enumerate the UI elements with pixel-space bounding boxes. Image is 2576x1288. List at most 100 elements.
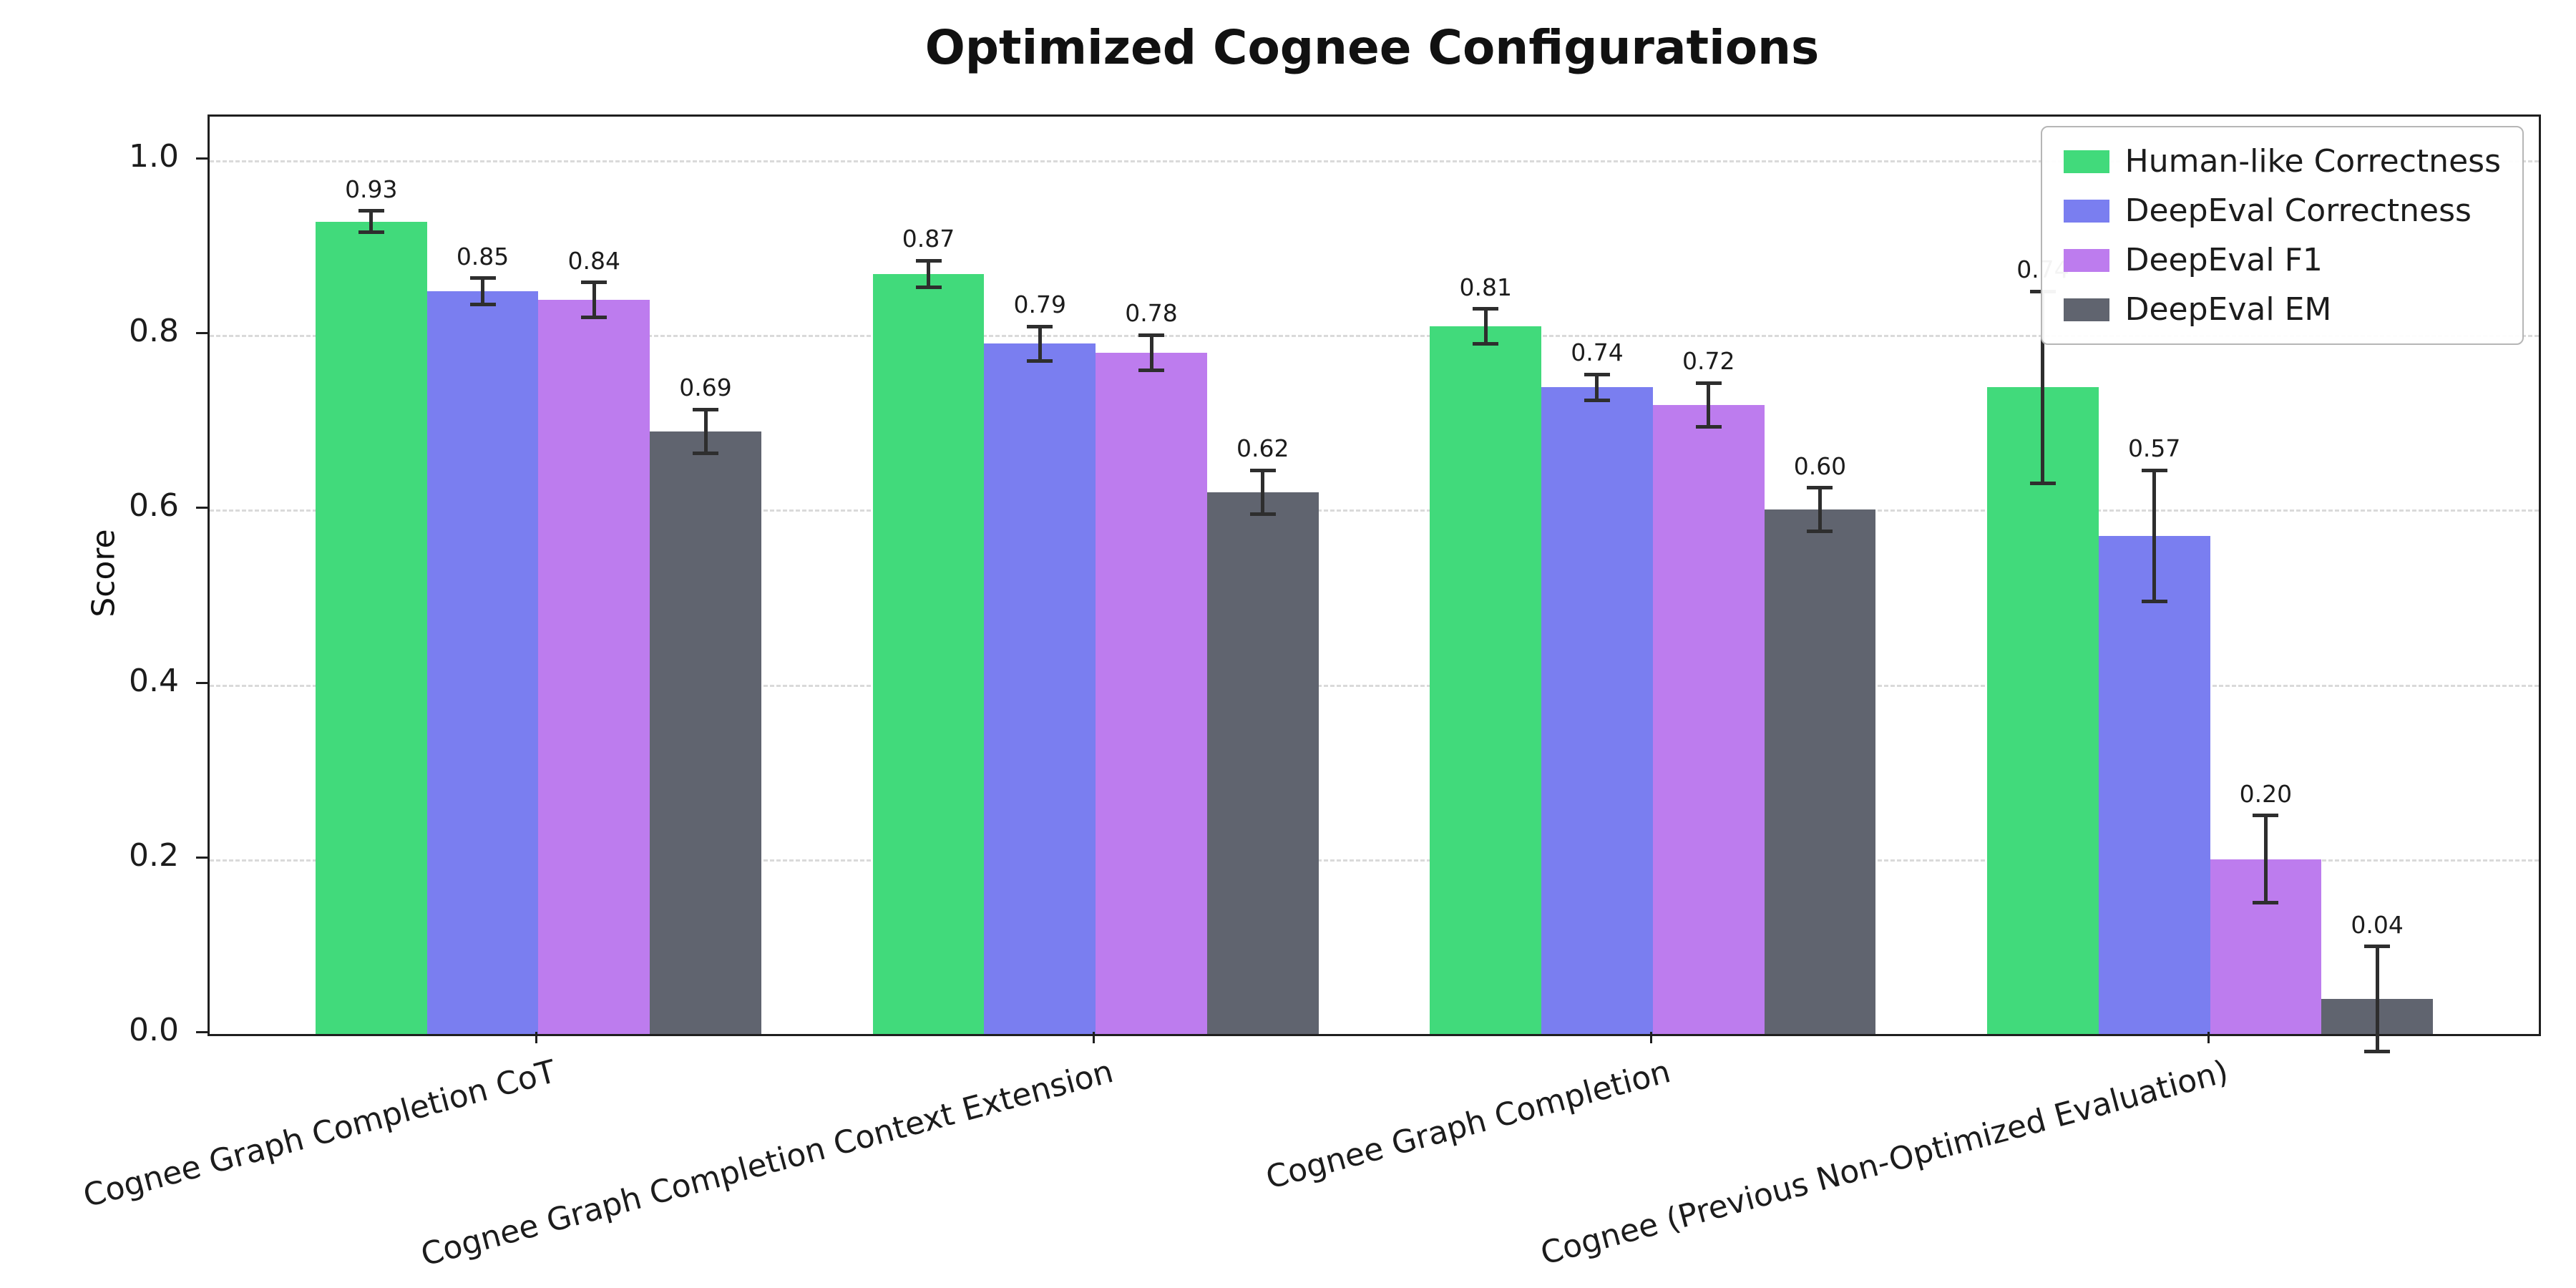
y-tick-label: 0.0 [129,1012,179,1048]
error-bar [1149,335,1153,371]
y-tick-mark [196,856,208,859]
legend-item: DeepEval Correctness [2063,192,2501,229]
x-tick-mark [1649,1032,1652,1043]
legend-label: Human-like Correctness [2124,143,2501,180]
error-bar-cap [1249,512,1276,517]
bar-deepeval-em [1764,509,1876,1034]
value-label: 0.20 [2239,779,2293,808]
error-bar-cap [1695,381,1722,385]
x-tick-mark [1093,1032,1096,1043]
error-bar-cap [358,230,384,234]
error-bar-cap [1473,307,1499,311]
y-tick-label: 0.2 [129,836,179,874]
error-bar-cap [2253,814,2279,818]
bar-deepeval-correctness [1541,387,1653,1034]
error-bar-cap [469,276,496,280]
error-bar [2152,470,2157,602]
error-bar-cap [2364,1049,2391,1053]
legend-label: DeepEval EM [2124,291,2332,328]
error-bar-cap [358,209,384,213]
x-tick-mark [535,1032,538,1043]
value-label: 0.04 [2351,910,2404,939]
bar-human-like-correctness [872,273,985,1034]
grid-line [210,509,2539,512]
error-bar [369,210,374,233]
error-bar-cap [1138,333,1165,337]
bar-deepeval-f1 [538,300,650,1034]
error-bar-cap [1584,399,1610,403]
error-bar [1483,308,1488,344]
legend-item: DeepEval EM [2063,291,2501,328]
bar-human-like-correctness [1987,387,2099,1034]
error-bar [2263,815,2268,903]
legend: Human-like Correctness DeepEval Correctne… [2040,126,2524,345]
value-label: 0.72 [1682,347,1735,376]
error-bar [1038,326,1042,361]
error-bar-cap [1584,372,1610,376]
error-bar [1595,374,1599,401]
error-bar-cap [2141,468,2167,472]
error-bar [2041,291,2045,484]
error-bar-cap [693,451,719,455]
x-tick-label: Cognee Graph Completion [1262,1053,1675,1197]
error-bar-cap [2253,901,2279,905]
chart-title: Optimized Cognee Configurations [924,20,1820,75]
error-bar-cap [2029,482,2056,486]
grid-line [210,684,2539,687]
value-label: 0.84 [567,246,621,275]
legend-swatch [2063,298,2109,321]
y-tick-mark [196,1031,208,1033]
grid-line [210,160,2539,163]
bar-deepeval-f1 [1096,352,1207,1034]
y-tick-label: 0.8 [129,313,179,350]
bar-human-like-correctness [315,221,427,1034]
error-bar-cap [1138,368,1165,372]
error-bar-cap [469,303,496,306]
error-bar [703,409,708,454]
bar-deepeval-em [650,431,761,1034]
value-label: 0.74 [1571,338,1624,367]
value-label: 0.93 [345,175,398,203]
y-tick-mark [196,507,208,509]
error-bar-cap [2364,945,2391,949]
error-bar [2375,946,2379,1052]
y-tick-label: 0.4 [129,662,179,699]
error-bar-cap [1027,359,1053,364]
value-label: 0.85 [456,242,509,270]
legend-swatch [2063,248,2109,272]
error-bar [1818,487,1822,532]
error-bar-cap [915,258,942,263]
value-label: 0.87 [902,225,955,253]
legend-label: DeepEval F1 [2124,242,2323,278]
value-label: 0.78 [1125,299,1178,328]
value-label: 0.62 [1236,434,1289,463]
error-bar [592,282,596,318]
error-bar-cap [915,285,942,289]
error-bar-cap [2141,600,2167,604]
error-bar-cap [581,316,608,320]
x-tick-label: Cognee Graph Completion CoT [79,1053,560,1215]
bar-deepeval-correctness [426,291,539,1034]
error-bar-cap [693,407,719,411]
value-label: 0.81 [1459,273,1512,301]
y-tick-label: 1.0 [129,138,179,175]
y-tick-mark [196,681,208,684]
legend-item: Human-like Correctness [2063,143,2501,180]
bar-deepeval-correctness [984,343,1096,1034]
legend-item: DeepEval F1 [2063,242,2501,278]
error-bar-cap [581,280,608,285]
y-tick-mark [196,332,208,335]
error-bar-cap [1473,341,1499,346]
legend-swatch [2063,199,2109,223]
value-label: 0.79 [1013,291,1066,319]
y-tick-label: 0.6 [129,487,179,525]
legend-swatch [2063,150,2109,173]
error-bar-cap [1807,530,1833,534]
value-label: 0.60 [1793,452,1847,480]
error-bar [927,260,931,288]
error-bar-cap [1807,486,1833,490]
y-axis-label: Score [85,529,122,618]
grid-line [210,859,2539,862]
bar-deepeval-f1 [1652,404,1765,1034]
